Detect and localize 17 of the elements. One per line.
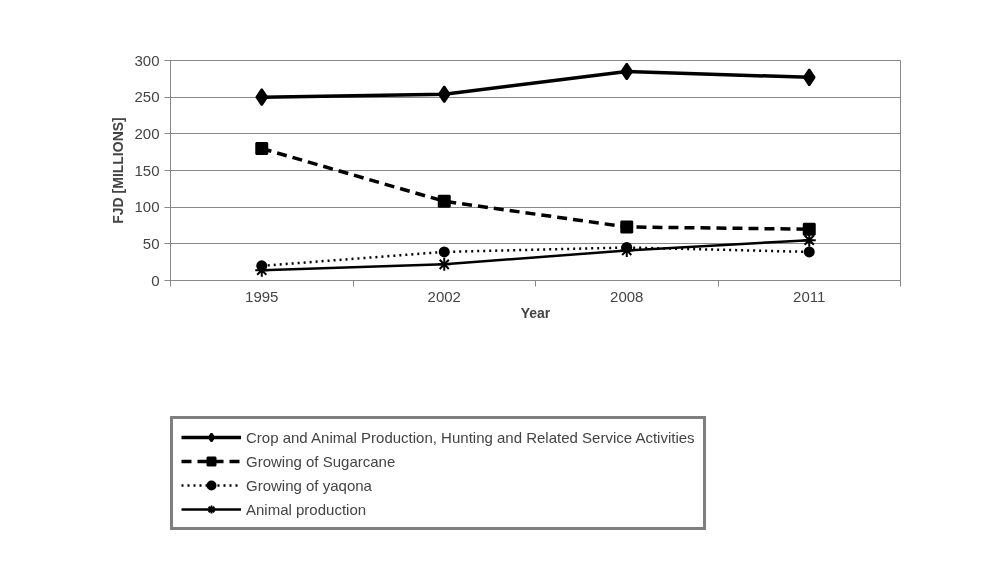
y-axis-title: FJD [MILLIONS] (110, 117, 127, 224)
x-tick-label: 1995 (245, 287, 279, 305)
y-tick-label: 300 (134, 51, 160, 69)
x-axis-title: Year (520, 304, 551, 321)
legend-label: Animal production (246, 500, 367, 518)
y-tick-label: 200 (134, 124, 160, 142)
y-tick-label: 0 (151, 271, 160, 289)
y-tick-label: 100 (134, 198, 160, 216)
x-tick-label: 2008 (610, 287, 644, 305)
y-tick-label: 50 (142, 234, 160, 252)
legend-label: Growing of yaqona (246, 476, 372, 494)
legend-label: Growing of Sugarcane (246, 452, 396, 470)
x-tick-label: 2011 (793, 287, 826, 305)
y-tick-label: 250 (134, 88, 160, 106)
y-tick-label: 150 (134, 161, 160, 179)
legend-label: Crop and Animal Production, Hunting and Related Service Activities (246, 428, 695, 446)
x-tick-label: 2002 (427, 287, 461, 305)
